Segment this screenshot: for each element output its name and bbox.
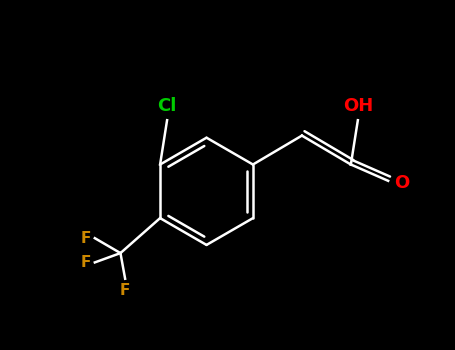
Text: O: O — [394, 174, 410, 192]
Text: F: F — [81, 255, 91, 270]
Text: OH: OH — [343, 97, 373, 115]
Text: F: F — [81, 231, 91, 246]
Text: Cl: Cl — [157, 97, 177, 115]
Text: F: F — [120, 284, 130, 299]
